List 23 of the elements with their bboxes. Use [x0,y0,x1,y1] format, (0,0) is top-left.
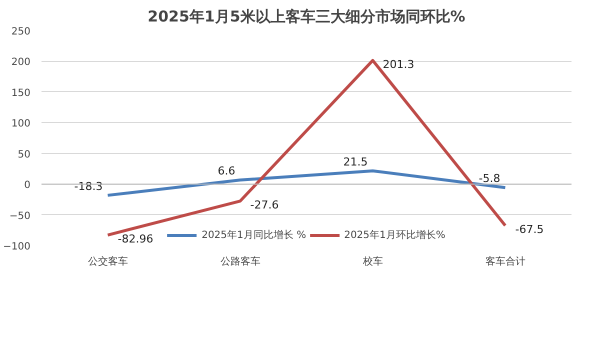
y-tick-label: 50 [18,149,31,160]
y-tick-label: 150 [11,88,31,99]
legend-label: 2025年1月环比增长% [344,228,446,242]
chart-title: 2025年1月5米以上客车三大细分市场同环比% [148,8,466,26]
data-label: 201.3 [382,58,414,71]
data-label: -82.96 [118,232,154,246]
y-tick-label: 0 [24,180,31,192]
x-tick-label: 校车 [362,256,383,268]
data-label: 21.5 [343,155,368,168]
data-label: -27.6 [250,198,279,212]
legend-label: 2025年1月同比增长 % [202,228,306,242]
x-tick-label: 公交客车 [88,256,128,268]
y-tick-label: −50 [9,210,31,222]
y-tick-label: −100 [3,242,31,252]
data-label: -67.5 [515,223,544,236]
data-label: -18.3 [74,180,103,193]
y-tick-label: 250 [11,26,31,38]
x-tick-label: 客车合计 [485,256,526,268]
y-tick-label: 100 [11,118,31,130]
y-tick-label: 200 [11,57,31,68]
data-label: 6.6 [218,164,236,178]
x-tick-label: 公路客车 [220,256,260,268]
data-label: -5.8 [478,172,500,186]
